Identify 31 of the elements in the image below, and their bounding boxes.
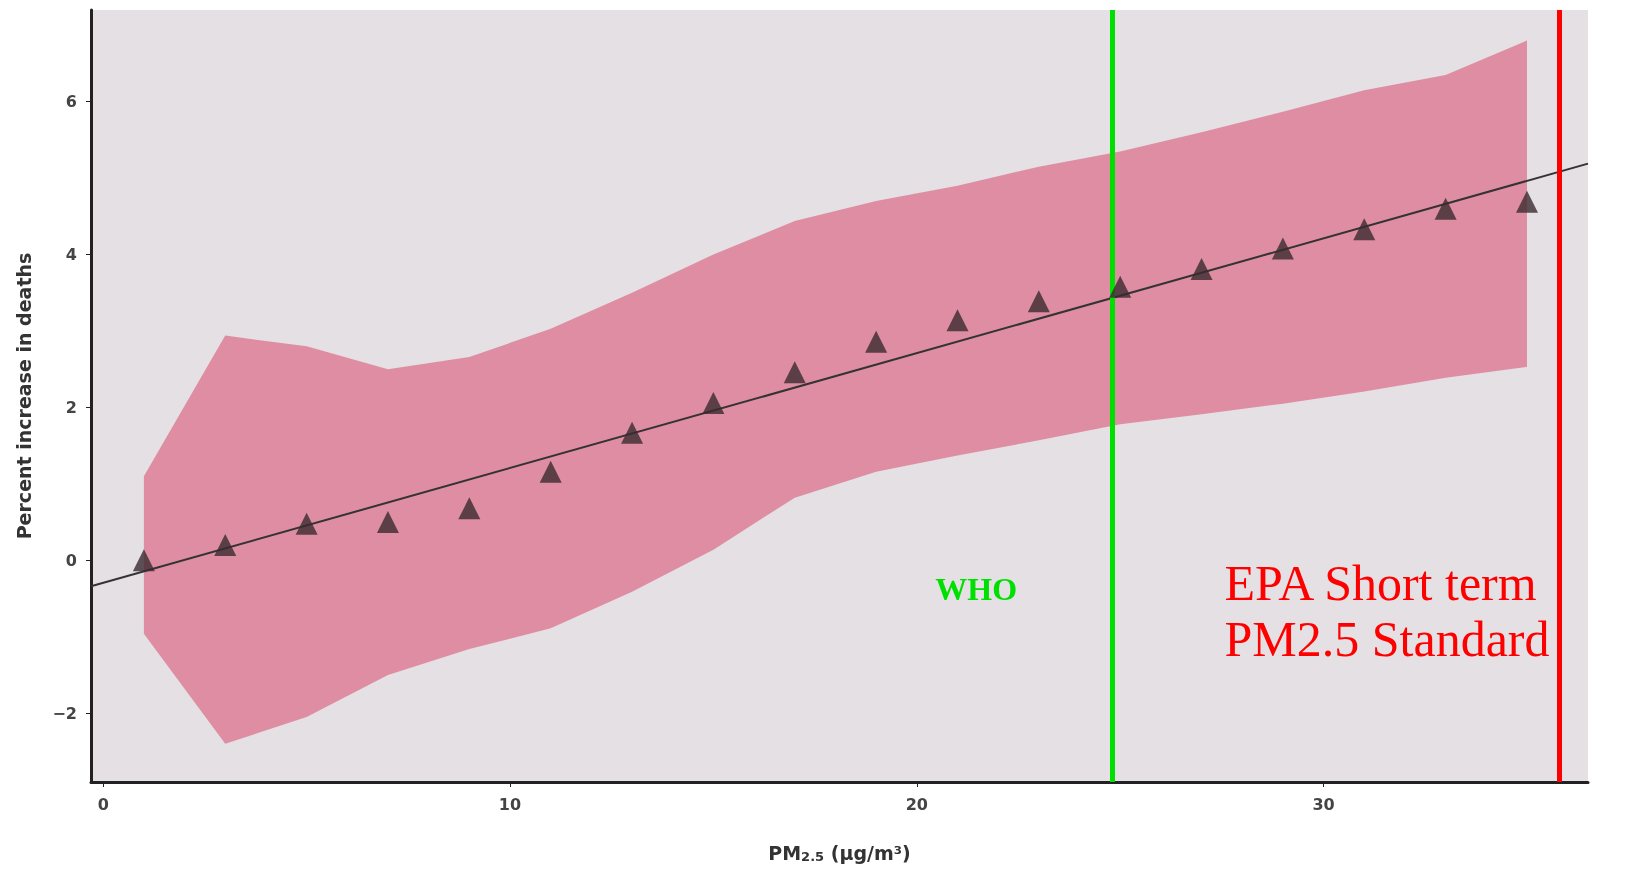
point: [702, 391, 725, 414]
point: [621, 421, 644, 444]
point: [132, 549, 155, 572]
point: [458, 497, 481, 520]
point: [214, 534, 237, 557]
point: [1109, 275, 1132, 298]
x-axis-title: PM2.5 (μg/m³): [768, 841, 911, 864]
point: [376, 511, 399, 534]
y-axis-title: Percent increase in deaths: [12, 252, 35, 540]
point: [539, 460, 562, 483]
y-tick-label: 6: [65, 92, 77, 112]
point: [1353, 218, 1376, 241]
point: [295, 512, 318, 535]
y-tick-label: 4: [65, 245, 77, 265]
ref-line-label: EPA Short term PM2.5 Standard: [1224, 555, 1550, 667]
point: [946, 309, 969, 332]
point: [1190, 258, 1213, 281]
x-tick-label: 0: [97, 794, 109, 814]
x-tick-label: 30: [1312, 794, 1335, 814]
y-tick-label: 0: [65, 550, 77, 570]
ref-line-label: WHO: [935, 571, 1018, 607]
point: [1027, 290, 1050, 313]
y-tick-label: 2: [65, 397, 77, 417]
y-tick-label: −2: [52, 703, 77, 723]
x-tick-label: 10: [498, 794, 522, 814]
x-tick-label: 20: [905, 794, 928, 814]
point: [865, 330, 888, 353]
point: [783, 361, 806, 384]
point: [1515, 190, 1538, 213]
point: [1271, 237, 1294, 260]
point: [1434, 197, 1457, 220]
